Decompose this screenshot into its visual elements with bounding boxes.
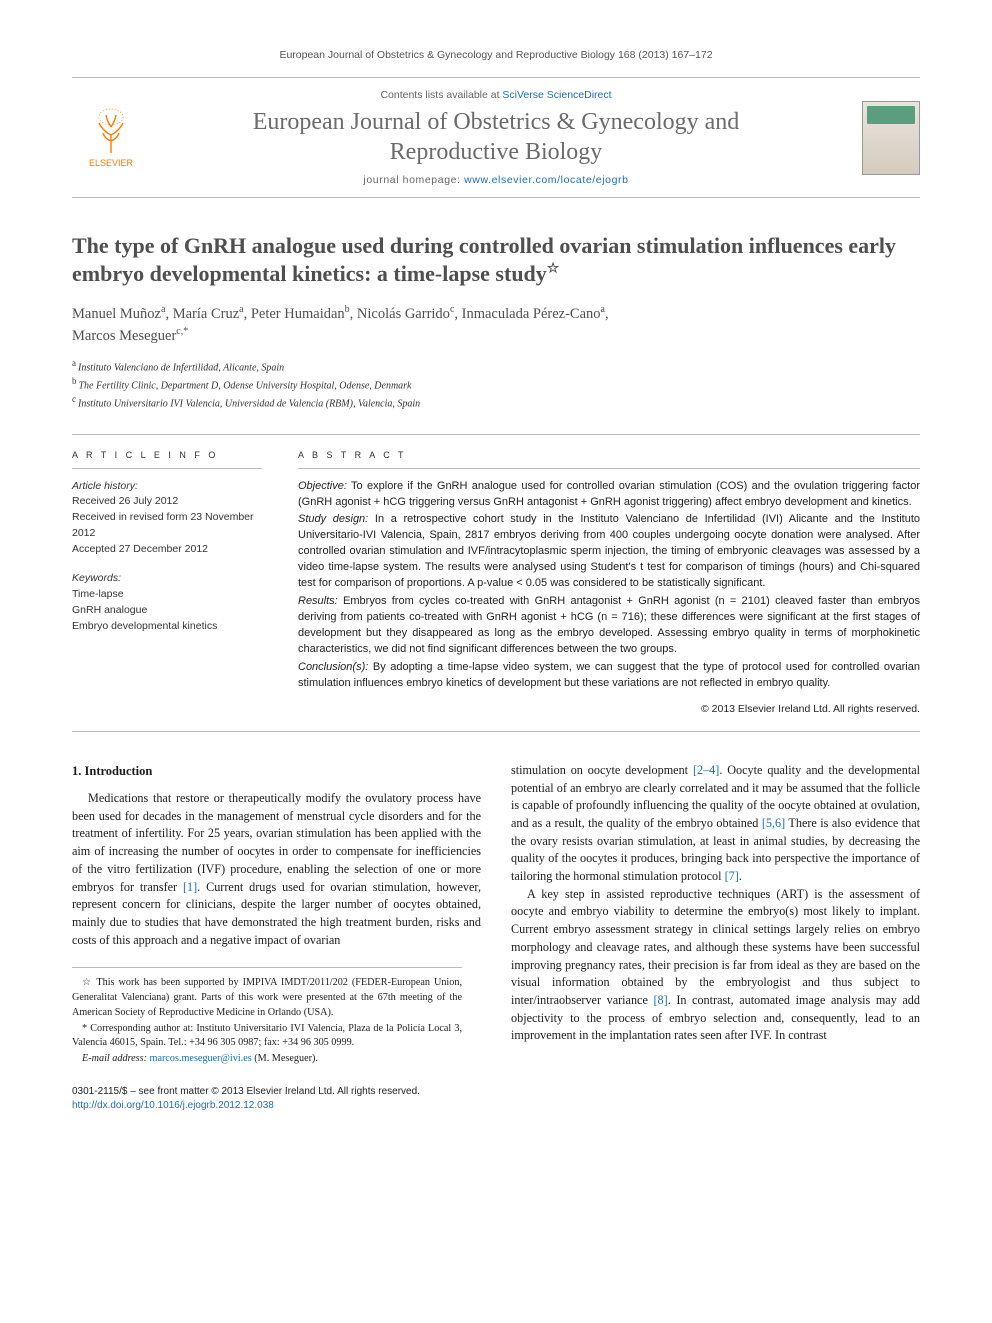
abstract-results-label: Results: (298, 595, 338, 607)
info-abstract-row: A R T I C L E I N F O Article history: R… (72, 434, 920, 732)
author-list: Manuel Muñoza, María Cruza, Peter Humaid… (72, 303, 920, 347)
citation-link[interactable]: [5,6] (762, 816, 785, 830)
footnote-email-suffix: (M. Meseguer). (252, 1053, 318, 1064)
publisher-logo-block: ELSEVIER (72, 107, 150, 170)
body-para: stimulation on oocyte development (511, 763, 693, 777)
section-heading-introduction: 1. Introduction (72, 762, 481, 780)
footnote-star-text: This work has been supported by IMPIVA I… (72, 977, 462, 1018)
publisher-name: ELSEVIER (89, 157, 133, 170)
keywords-label: Keywords: (72, 571, 262, 587)
citation-link[interactable]: [8] (653, 993, 667, 1007)
history-label: Article history: (72, 479, 262, 495)
affiliation-sup: b (72, 376, 77, 386)
article-info-column: A R T I C L E I N F O Article history: R… (72, 435, 280, 731)
body-para: . (739, 869, 742, 883)
abstract-objective-label: Objective: (298, 480, 347, 492)
issn-line: 0301-2115/$ – see front matter © 2013 El… (72, 1085, 481, 1100)
affiliation-text: Instituto Valenciano de Infertilidad, Al… (78, 362, 284, 373)
journal-title-line1: European Journal of Obstetrics & Gynecol… (253, 109, 740, 135)
journal-running-head: European Journal of Obstetrics & Gynecol… (72, 48, 920, 63)
history-item: Accepted 27 December 2012 (72, 542, 262, 558)
body-left-column: 1. Introduction Medications that restore… (72, 762, 481, 1114)
citation-link[interactable]: [2–4] (693, 763, 719, 777)
footnote-email-link[interactable]: marcos.meseguer@ivi.es (150, 1053, 252, 1064)
abstract-copyright: © 2013 Elsevier Ireland Ltd. All rights … (298, 702, 920, 717)
affiliation-text: The Fertility Clinic, Department D, Oden… (79, 380, 412, 391)
body-right-column: stimulation on oocyte development [2–4].… (511, 762, 920, 1114)
masthead: ELSEVIER Contents lists available at Sci… (72, 77, 920, 197)
homepage-url[interactable]: www.elsevier.com/locate/ejogrb (464, 174, 628, 186)
abstract-design-label: Study design: (298, 513, 368, 525)
affiliations: aInstituto Valenciano de Infertilidad, A… (72, 357, 920, 412)
keyword: Time-lapse (72, 587, 262, 603)
keyword: Embryo developmental kinetics (72, 619, 262, 635)
affiliation-sup: c (72, 394, 76, 404)
abstract-objective: To explore if the GnRH analogue used for… (298, 480, 920, 508)
abstract-label: A B S T R A C T (298, 449, 920, 469)
body-two-column: 1. Introduction Medications that restore… (72, 762, 920, 1114)
contents-prefix: Contents lists available at (380, 89, 502, 101)
body-para: A key step in assisted reproductive tech… (511, 887, 920, 1007)
journal-homepage-line: journal homepage: www.elsevier.com/locat… (150, 173, 842, 188)
sciencedirect-link[interactable]: SciVerse ScienceDirect (502, 89, 611, 101)
contents-available-line: Contents lists available at SciVerse Sci… (150, 88, 842, 103)
history-item: Received in revised form 23 November 201… (72, 510, 262, 542)
footnote-corr-text: Corresponding author at: Instituto Unive… (72, 1023, 462, 1049)
journal-title-line2: Reproductive Biology (390, 139, 603, 165)
journal-cover-thumbnail (862, 101, 920, 175)
abstract-column: A B S T R A C T Objective: To explore if… (280, 435, 920, 731)
abstract-conclusion: By adopting a time-lapse video system, w… (298, 661, 920, 689)
keyword: GnRH analogue (72, 603, 262, 619)
title-footnote-marker: ☆ (547, 262, 560, 277)
footnote-star-marker: ☆ (82, 977, 93, 988)
affiliation-sup: a (72, 358, 76, 368)
history-item: Received 26 July 2012 (72, 494, 262, 510)
article-info-label: A R T I C L E I N F O (72, 449, 262, 469)
page-footer: 0301-2115/$ – see front matter © 2013 El… (72, 1085, 481, 1114)
elsevier-tree-icon (89, 107, 133, 155)
abstract-design: In a retrospective cohort study in the I… (298, 513, 920, 589)
doi-link[interactable]: http://dx.doi.org/10.1016/j.ejogrb.2012.… (72, 1100, 274, 1111)
article-title-text: The type of GnRH analogue used during co… (72, 233, 896, 287)
affiliation-text: Instituto Universitario IVI Valencia, Un… (78, 399, 420, 410)
abstract-conclusion-label: Conclusion(s): (298, 661, 368, 673)
citation-link[interactable]: [1] (183, 880, 197, 894)
body-para: Medications that restore or therapeutica… (72, 791, 481, 893)
abstract-results: Embryos from cycles co-treated with GnRH… (298, 595, 920, 655)
homepage-prefix: journal homepage: (363, 174, 464, 186)
footnote-email-label: E-mail address: (82, 1053, 150, 1064)
citation-link[interactable]: [7] (725, 869, 739, 883)
journal-title: European Journal of Obstetrics & Gynecol… (150, 107, 842, 167)
footnotes: ☆ This work has been supported by IMPIVA… (72, 967, 462, 1067)
article-title: The type of GnRH analogue used during co… (72, 232, 920, 289)
